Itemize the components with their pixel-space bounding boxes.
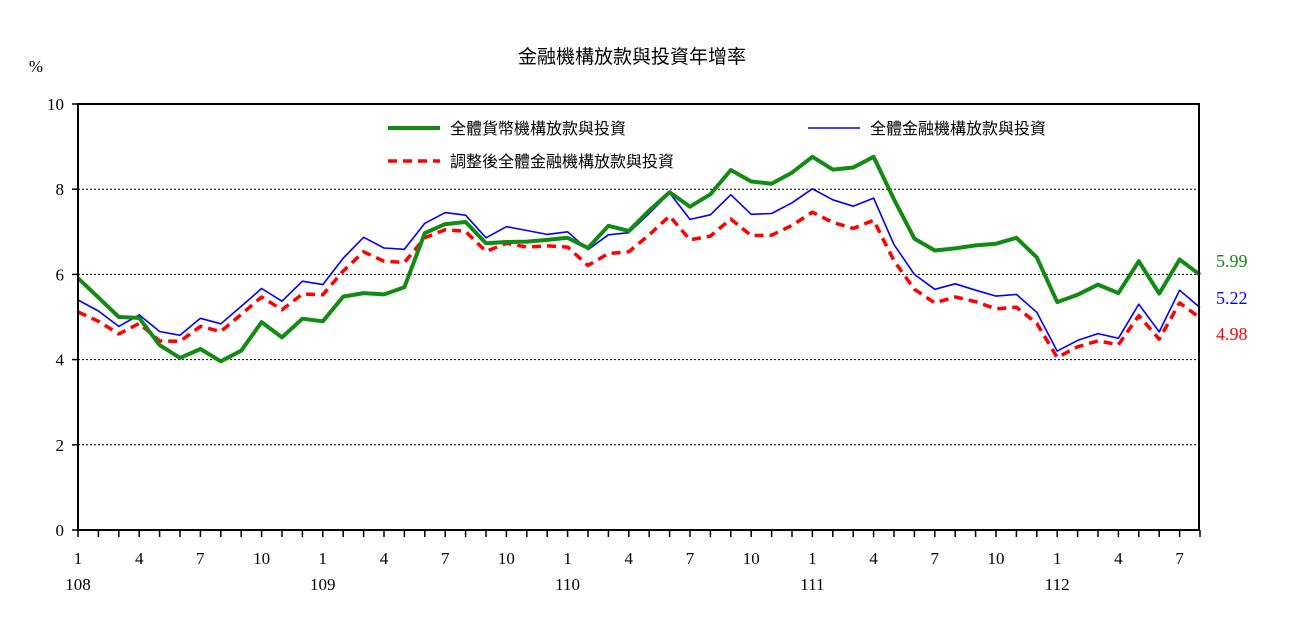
x-tick-label: 4 (625, 549, 634, 568)
end-value-label: 5.99 (1216, 251, 1248, 271)
y-tick-label: 4 (56, 351, 65, 370)
plot-frame (77, 103, 1200, 531)
legend-label: 全體金融機構放款與投資 (870, 120, 1046, 138)
x-tick-label: 10 (743, 549, 760, 568)
x-tick-label: 4 (869, 549, 878, 568)
year-label: 110 (555, 575, 580, 594)
x-tick-label: 10 (498, 549, 515, 568)
year-label: 111 (800, 575, 824, 594)
year-label: 108 (65, 575, 91, 594)
end-value-label: 4.98 (1216, 324, 1248, 344)
y-tick-label: 10 (47, 95, 64, 114)
x-tick-label: 1 (74, 549, 83, 568)
x-tick-label: 1 (563, 549, 572, 568)
x-tick-label: 10 (253, 549, 270, 568)
x-tick-label: 4 (380, 549, 389, 568)
end-labels: 5.99 5.22 4.98 (1216, 251, 1248, 344)
y-tick-label: 8 (56, 180, 65, 199)
y-tick-label: 2 (56, 436, 65, 455)
series-line-adjusted (77, 210, 1202, 360)
legend-label: 全體貨幣機構放款與投資 (450, 120, 626, 138)
end-value-label: 5.22 (1216, 288, 1248, 308)
legend-label: 調整後全體金融機構放款與投資 (450, 153, 674, 171)
series-line-financial (77, 188, 1201, 352)
chart-title: 金融機構放款與投資年增率 (518, 46, 746, 68)
x-tick-label: 4 (135, 549, 144, 568)
x-tick-label: 4 (1114, 549, 1123, 568)
x-tick-label: 7 (931, 549, 940, 568)
x-tick-label: 1 (808, 549, 817, 568)
x-axis: 1 4 7 10 1 4 7 10 1 4 7 10 1 4 7 10 1 4 7 108 109 110 111 112 (65, 530, 1201, 594)
series-line-monetary (76, 154, 1202, 364)
x-tick-label: 7 (686, 549, 695, 568)
y-axis-unit: % (29, 57, 43, 76)
x-tick-label: 1 (319, 549, 328, 568)
series-layer (76, 154, 1202, 364)
x-tick-label: 7 (1175, 549, 1184, 568)
x-tick-label: 7 (441, 549, 450, 568)
x-tick-label: 7 (196, 549, 205, 568)
year-label: 112 (1045, 575, 1070, 594)
y-tick-label: 6 (56, 265, 65, 284)
y-axis: 0 2 4 6 8 10 (47, 95, 78, 540)
y-tick-label: 0 (56, 521, 65, 540)
year-label: 109 (310, 575, 336, 594)
gridlines (78, 188, 1199, 446)
x-tick-label: 10 (988, 549, 1005, 568)
x-tick-label: 1 (1053, 549, 1062, 568)
